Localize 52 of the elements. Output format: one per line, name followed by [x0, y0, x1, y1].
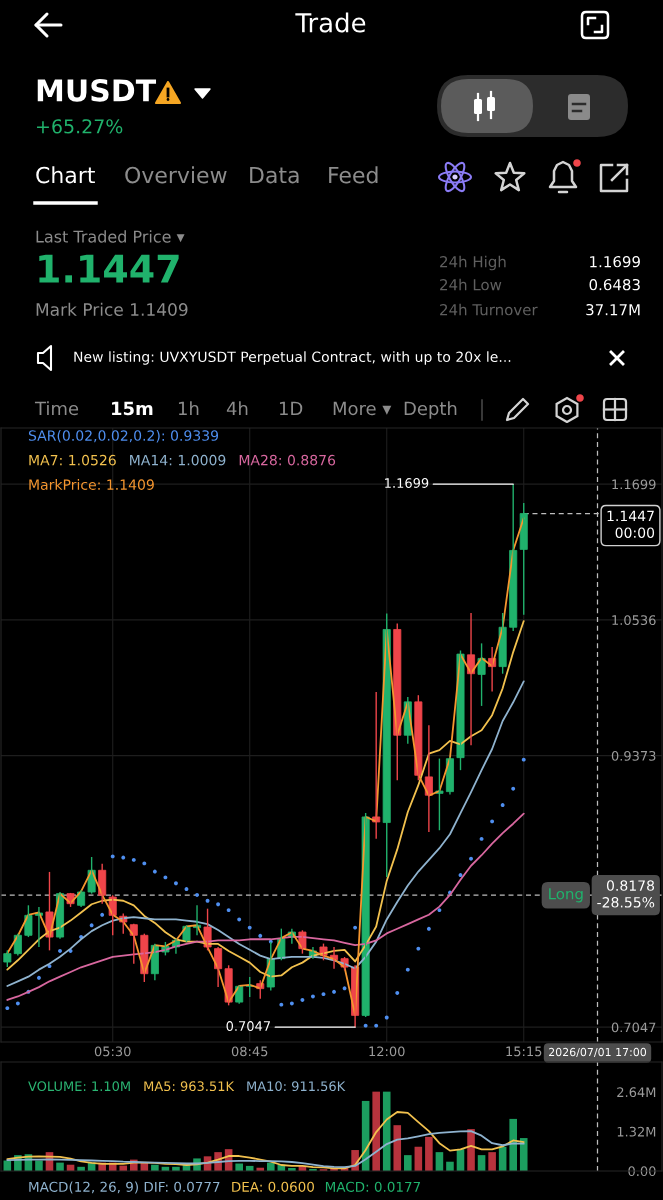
- text: 4h: [226, 401, 248, 415]
- x-tick-label: 05:30: [94, 1046, 131, 1057]
- text: Data: [250, 167, 299, 184]
- text: New listing: UVXYUSDT Perpetual Contract, with up to 20x le...: [74, 351, 511, 365]
- text: 37.17M: [586, 304, 640, 316]
- annotation: Long: [549, 888, 583, 903]
- text: 0.6483: [589, 279, 640, 291]
- annotation: 2026/07/01 17:00: [549, 1047, 647, 1058]
- text: DEA: 0.0600: [232, 1181, 314, 1192]
- text: MA5: 963.51K: [144, 1081, 235, 1092]
- text: MACD: 0.0177: [325, 1181, 421, 1192]
- x-tick-label: 08:45: [231, 1046, 268, 1057]
- y-tick-label: 0.00: [628, 1166, 656, 1177]
- text: MA7: 1.0526: [29, 454, 116, 466]
- text: 15m: [112, 401, 153, 416]
- x-tick-label: 15:15: [506, 1046, 542, 1057]
- y-tick-label: 0.9373: [611, 750, 656, 761]
- x-tick-label: 12:00: [369, 1046, 405, 1057]
- text: Depth: [404, 401, 457, 419]
- text: Trade: [295, 12, 366, 33]
- text: 1D: [279, 401, 303, 415]
- text: Overview: [125, 166, 227, 184]
- text: 1.1447: [39, 254, 179, 283]
- text: 24h Turnover: [440, 303, 538, 316]
- text: More ▾: [333, 401, 392, 416]
- text: MA10: 911.56K: [247, 1081, 346, 1092]
- text: VOLUME: 1.10M: [28, 1081, 130, 1092]
- text: Mark Price 1.1409: [36, 302, 188, 316]
- text: Chart: [36, 166, 95, 184]
- text: SAR(0.02,0.02,0.2): 0.9339: [28, 430, 219, 443]
- text: Last Traded Price ▾: [36, 230, 185, 243]
- text: MACD(12, 26, 9) DIF: 0.0777: [29, 1181, 220, 1194]
- y-tick-label: 2.64M: [617, 1087, 656, 1098]
- text: Time: [34, 401, 79, 416]
- text: MA28: 0.8876: [239, 454, 336, 466]
- text: MarkPrice: 1.1409: [29, 479, 154, 490]
- y-tick-label: 0.7047: [611, 1022, 656, 1033]
- y-tick-label: 1.0536: [612, 615, 656, 626]
- text: MUSDT: [37, 79, 157, 102]
- annotation: 1.1447 00:00: [607, 510, 655, 538]
- annotation: 0.8178 -28.55%: [597, 880, 655, 908]
- text: Feed: [329, 166, 378, 184]
- y-tick-label: 1.32M: [617, 1126, 656, 1137]
- text: 1h: [178, 401, 199, 415]
- text: +65.27%: [37, 119, 123, 134]
- text: 24h High: [440, 255, 506, 271]
- annotation: 0.7047: [226, 1021, 270, 1031]
- text: 1.1699: [590, 256, 640, 268]
- text: 24h Low: [440, 278, 502, 291]
- y-tick-label: 1.1699: [612, 479, 656, 490]
- annotation: 1.1699: [385, 478, 429, 488]
- text: MA14: 1.0009: [130, 454, 226, 466]
